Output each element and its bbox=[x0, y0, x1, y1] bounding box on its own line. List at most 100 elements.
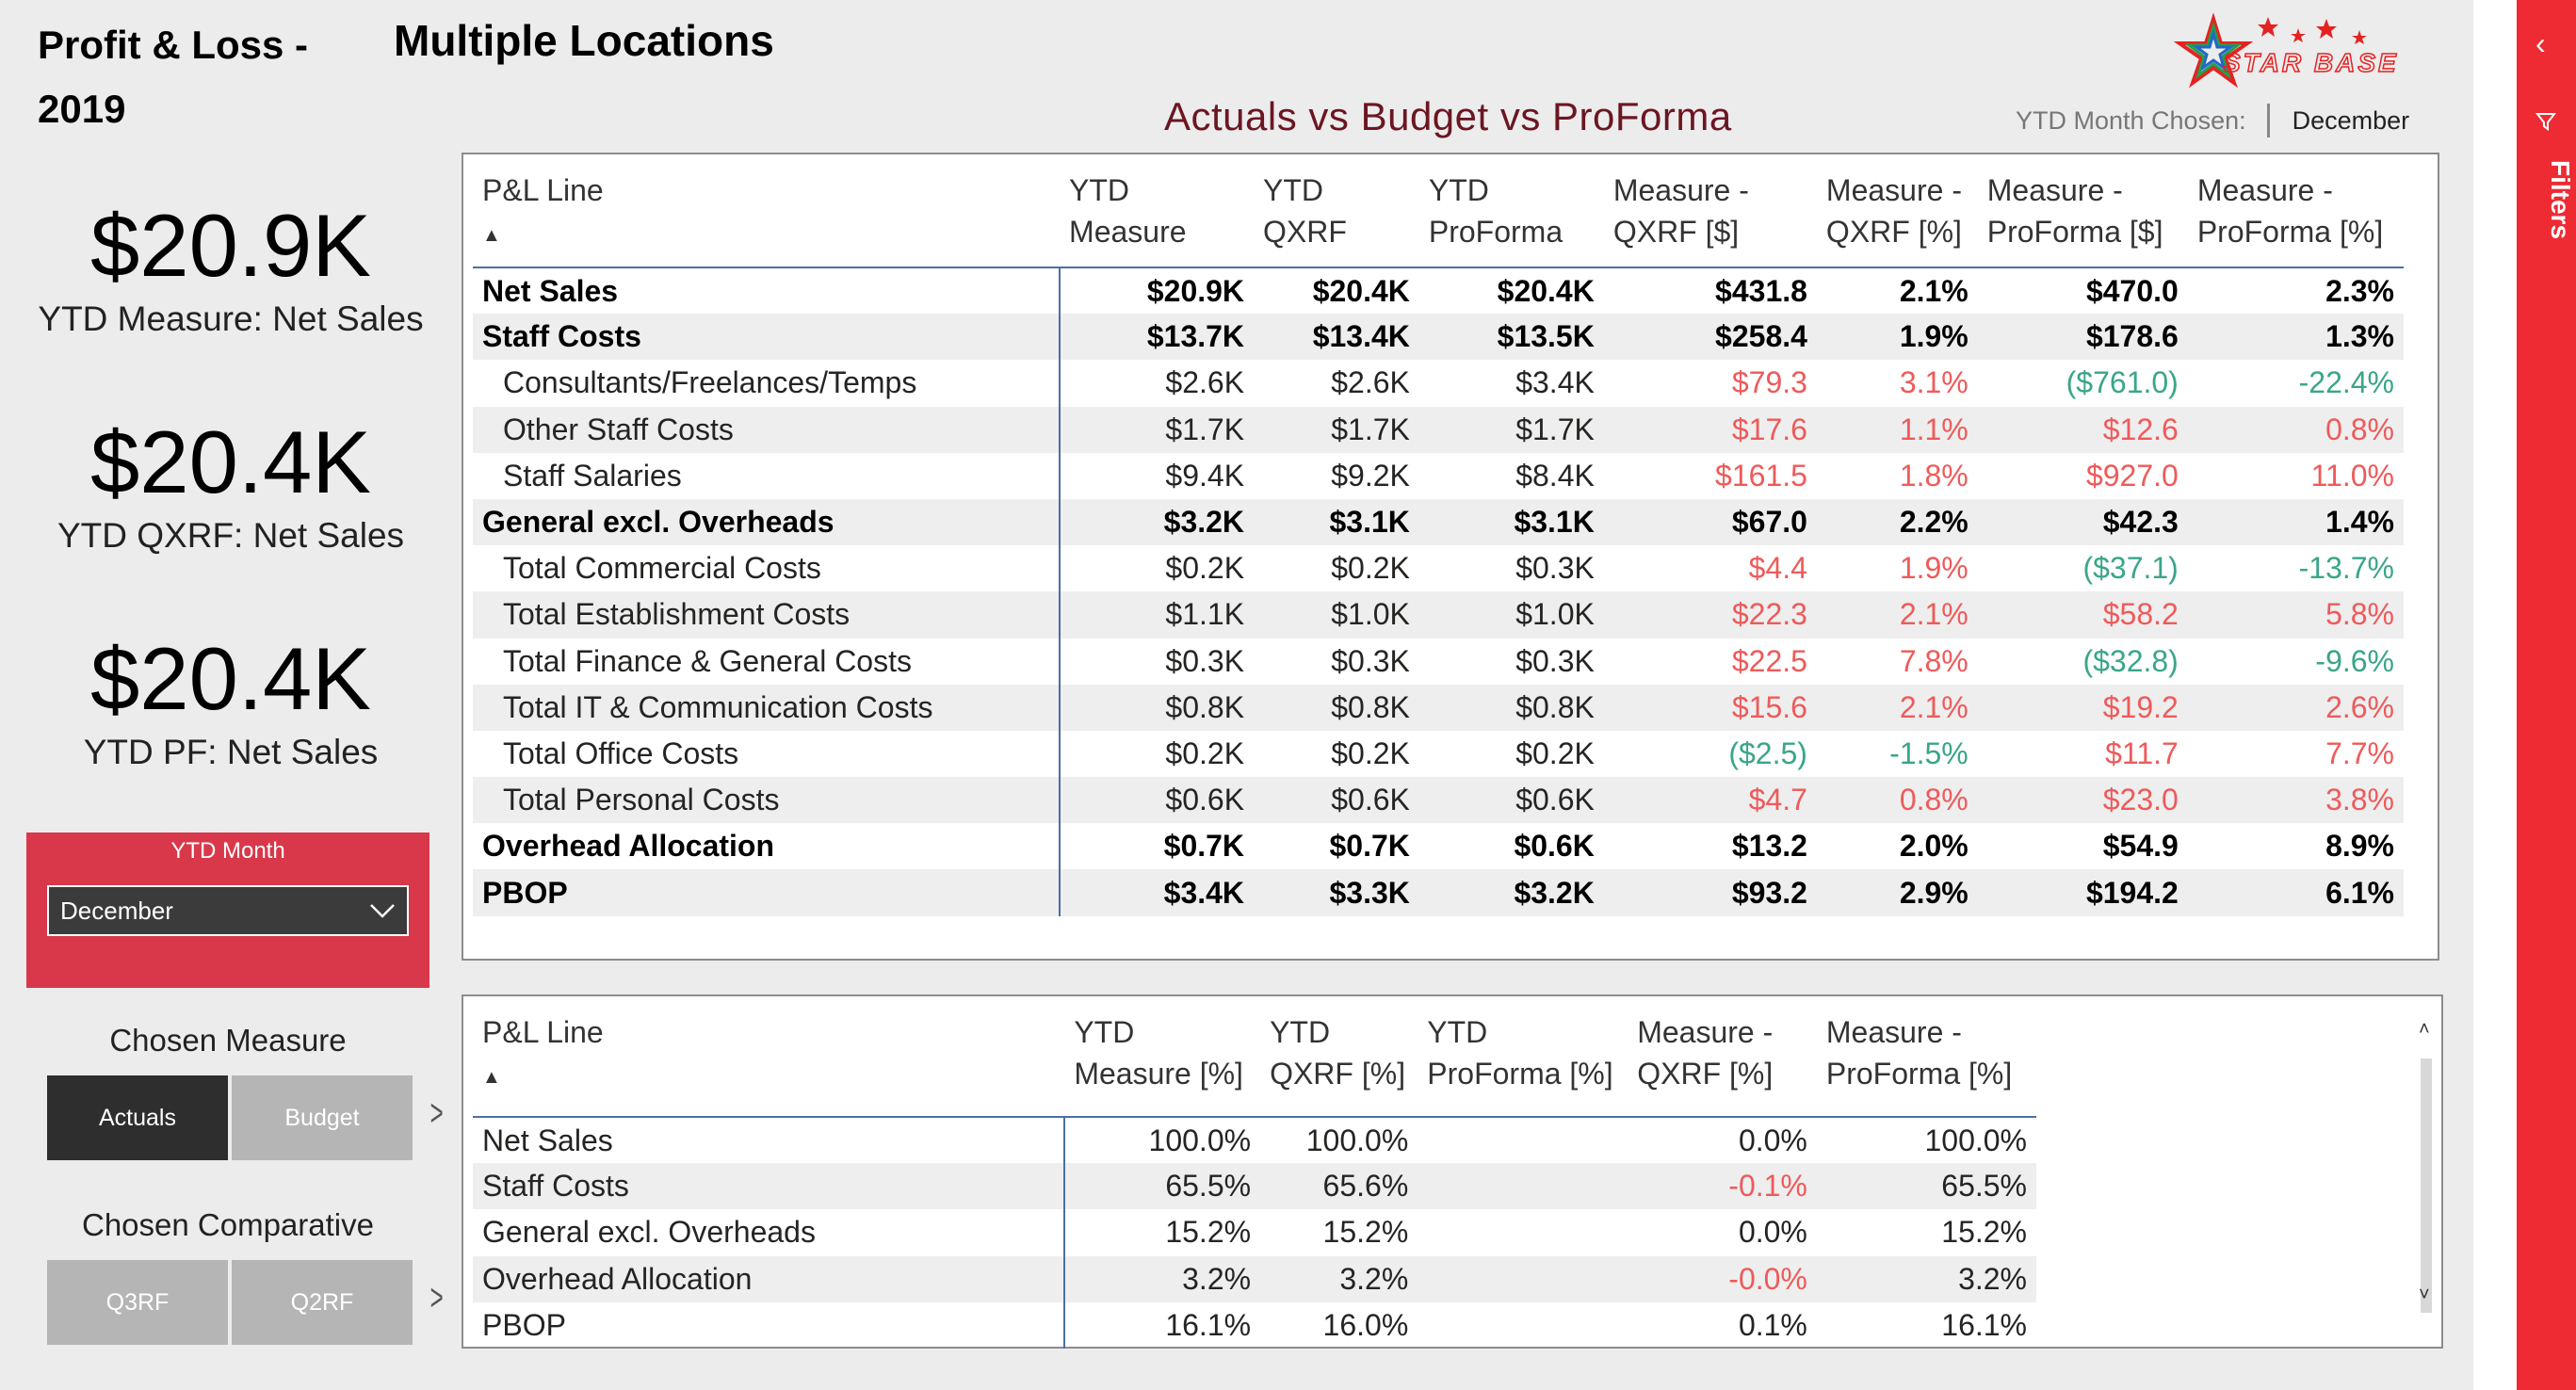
table-row[interactable]: Total Commercial Costs $0.2K $0.2K $0.3K $4.… bbox=[473, 545, 2404, 592]
value-cell: ($32.8) bbox=[2082, 643, 2179, 678]
table-row[interactable]: PBOP $3.4K $3.3K $3.2K $93.2 2.9% $194.2 6.1% bbox=[473, 869, 2404, 916]
star-logo-icon: STAR BASE bbox=[2173, 12, 2396, 89]
column-header[interactable]: Measure - QXRF [%] bbox=[1816, 164, 1978, 268]
value-cell: $1.7K bbox=[1060, 406, 1255, 453]
value-cell: $58.2 bbox=[1977, 591, 2188, 638]
row-label-cell: Overhead Allocation bbox=[473, 823, 1061, 870]
column-header[interactable]: YTD QXRF [%] bbox=[1260, 1006, 1418, 1118]
table-row[interactable]: Total Establishment Costs $1.1K $1.0K $1.0K… bbox=[473, 591, 2404, 638]
ytd-month-dropdown[interactable]: December bbox=[47, 885, 409, 936]
table-row[interactable]: Overhead Allocation 3.2% 3.2% -0.0% 3.2% bbox=[473, 1255, 2036, 1302]
row-label-cell: Staff Costs bbox=[473, 1163, 1066, 1210]
table-row[interactable]: General excl. Overheads 15.2% 15.2% 0.0% 15.… bbox=[473, 1209, 2036, 1256]
chosen-measure-buttons: Actuals Budget bbox=[47, 1075, 413, 1160]
ytd-month-slicer: YTD Month December bbox=[26, 832, 429, 988]
value-cell: $3.4K bbox=[1060, 869, 1255, 916]
column-header[interactable]: Measure - QXRF [%] bbox=[1628, 1006, 1817, 1118]
value-cell: 3.1% bbox=[1899, 365, 1968, 400]
table-row[interactable]: Consultants/Freelances/Temps $2.6K $2.6K $3… bbox=[473, 360, 2404, 407]
kpi-card-ytd-qxrf[interactable]: $20.4K YTD QXRF: Net Sales bbox=[19, 411, 443, 558]
chevron-right-icon[interactable]: > bbox=[429, 1277, 444, 1318]
pl-table: P&L Line ▲ YTD Measure YTD QXRF YTD ProF… bbox=[473, 164, 2404, 916]
table-row[interactable]: Overhead Allocation $0.7K $0.7K $0.6K $13.2 2… bbox=[473, 823, 2404, 870]
value-cell: 65.6% bbox=[1260, 1163, 1418, 1210]
table-row[interactable]: Net Sales 100.0% 100.0% 0.0% 100.0% bbox=[473, 1117, 2036, 1164]
table-row[interactable]: Staff Costs $13.7K $13.4K $13.5K $258.4 1.9% $… bbox=[473, 314, 2404, 361]
row-label-cell: Staff Costs bbox=[473, 314, 1061, 361]
actuals-button[interactable]: Actuals bbox=[47, 1075, 228, 1160]
kpi-card-ytd-measure[interactable]: $20.9K YTD Measure: Net Sales bbox=[19, 194, 443, 341]
column-header[interactable]: YTD Measure [%] bbox=[1064, 1006, 1261, 1118]
column-header[interactable]: YTD ProForma bbox=[1418, 164, 1604, 268]
column-header[interactable]: Measure - ProForma [%] bbox=[2187, 164, 2404, 268]
sort-ascending-icon[interactable]: ▲ bbox=[482, 1067, 501, 1088]
value-cell: $1.7K bbox=[1418, 406, 1604, 453]
column-header[interactable]: Measure - ProForma [$] bbox=[1977, 164, 2188, 268]
value-cell: 7.7% bbox=[2325, 735, 2394, 770]
table-row[interactable]: Total Finance & General Costs $0.3K $0.3K $… bbox=[473, 638, 2404, 685]
column-header[interactable]: P&L Line ▲ bbox=[473, 164, 1061, 268]
value-cell: $470.0 bbox=[2085, 273, 2179, 308]
value-cell: 11.0% bbox=[2310, 458, 2394, 493]
value-cell: $13.4K bbox=[1254, 314, 1419, 361]
value-cell: 65.5% bbox=[1064, 1163, 1261, 1210]
column-header[interactable]: YTD QXRF bbox=[1254, 164, 1419, 268]
value-cell: -0.0% bbox=[1628, 1255, 1817, 1302]
column-header[interactable]: Measure - ProForma [%] bbox=[1816, 1006, 2036, 1118]
value-cell: $13.7K bbox=[1060, 314, 1255, 361]
value-cell: $258.4 bbox=[1603, 314, 1817, 361]
value-cell: 16.1% bbox=[1165, 1307, 1252, 1342]
chevron-down-icon bbox=[370, 904, 395, 918]
value-cell: 2.6% bbox=[2187, 684, 2404, 731]
value-cell bbox=[1418, 1163, 1628, 1210]
value-cell: $1.1K bbox=[1060, 591, 1255, 638]
table-row[interactable]: Net Sales $20.9K $20.4K $20.4K $431.8 2.1% $47… bbox=[473, 267, 2404, 315]
row-label-cell: PBOP bbox=[473, 869, 1061, 916]
chevron-left-icon[interactable]: ‹ bbox=[2535, 26, 2546, 60]
column-header[interactable]: YTD ProForma [%] bbox=[1418, 1006, 1628, 1118]
value-cell: 3.8% bbox=[2187, 777, 2404, 824]
table-row[interactable]: Total IT & Communication Costs $0.8K $0.8K… bbox=[473, 684, 2404, 731]
value-cell: -1.5% bbox=[1889, 735, 1968, 770]
kpi-label: YTD Measure: Net Sales bbox=[38, 299, 424, 338]
chevron-right-icon[interactable]: > bbox=[429, 1092, 444, 1134]
slicer-label: YTD Month bbox=[170, 838, 285, 864]
table-row[interactable]: Total Personal Costs $0.6K $0.6K $0.6K $4.7 0… bbox=[473, 777, 2404, 824]
column-header[interactable]: Measure - QXRF [$] bbox=[1603, 164, 1817, 268]
scroll-up-icon[interactable]: ˄ bbox=[2419, 1019, 2430, 1040]
sort-ascending-icon[interactable]: ▲ bbox=[482, 225, 501, 246]
ytd-month-chosen-label: YTD Month Chosen: bbox=[2016, 105, 2246, 135]
table-row[interactable]: Other Staff Costs $1.7K $1.7K $1.7K $17.6 1.1… bbox=[473, 406, 2404, 453]
vertical-scrollbar[interactable] bbox=[2421, 1059, 2432, 1313]
row-label-cell: Total Personal Costs bbox=[473, 777, 1061, 824]
kpi-card-ytd-pf[interactable]: $20.4K YTD PF: Net Sales bbox=[19, 627, 443, 774]
table-row[interactable]: Staff Costs 65.5% 65.6% -0.1% 65.5% bbox=[473, 1163, 2036, 1210]
value-cell: -22.4% bbox=[2298, 365, 2394, 400]
filters-pane-collapsed[interactable]: ‹ Filters bbox=[2517, 0, 2576, 1390]
filters-label[interactable]: Filters bbox=[2546, 160, 2575, 240]
scroll-down-icon[interactable]: ˅ bbox=[2419, 1285, 2430, 1305]
row-label-cell: General excl. Overheads bbox=[473, 498, 1061, 546]
value-cell: 1.8% bbox=[1899, 458, 1968, 493]
value-cell: 0.8% bbox=[2187, 406, 2404, 453]
table-row[interactable]: Total Office Costs $0.2K $0.2K $0.2K ($2.5) -… bbox=[473, 730, 2404, 778]
table-row[interactable]: PBOP 16.1% 16.0% 0.1% 16.1% bbox=[473, 1301, 2036, 1349]
budget-button[interactable]: Budget bbox=[232, 1075, 413, 1160]
q3rf-button[interactable]: Q3RF bbox=[47, 1260, 228, 1345]
value-cell: 16.1% bbox=[1941, 1307, 2027, 1342]
ytd-month-chosen-value: December bbox=[2292, 105, 2410, 135]
value-cell: 2.2% bbox=[1816, 498, 1978, 546]
row-label-cell: General excl. Overheads bbox=[473, 1209, 1066, 1256]
value-cell: $3.2K bbox=[1418, 869, 1604, 916]
value-cell: $42.3 bbox=[1977, 498, 2188, 546]
value-cell: $22.5 bbox=[1731, 643, 1807, 678]
value-cell: $194.2 bbox=[1977, 869, 2188, 916]
column-header[interactable]: P&L Line ▲ bbox=[473, 1006, 1065, 1118]
column-header[interactable]: YTD Measure bbox=[1060, 164, 1255, 268]
q2rf-button[interactable]: Q2RF bbox=[232, 1260, 413, 1345]
table-row[interactable]: General excl. Overheads $3.2K $3.1K $3.1K $6… bbox=[473, 498, 2404, 546]
table-row[interactable]: Staff Salaries $9.4K $9.2K $8.4K $161.5 1.8% $… bbox=[473, 452, 2404, 499]
kpi-label: YTD QXRF: Net Sales bbox=[57, 516, 405, 555]
value-cell: 15.2% bbox=[1941, 1215, 2027, 1250]
value-cell: $0.6K bbox=[1514, 829, 1595, 864]
